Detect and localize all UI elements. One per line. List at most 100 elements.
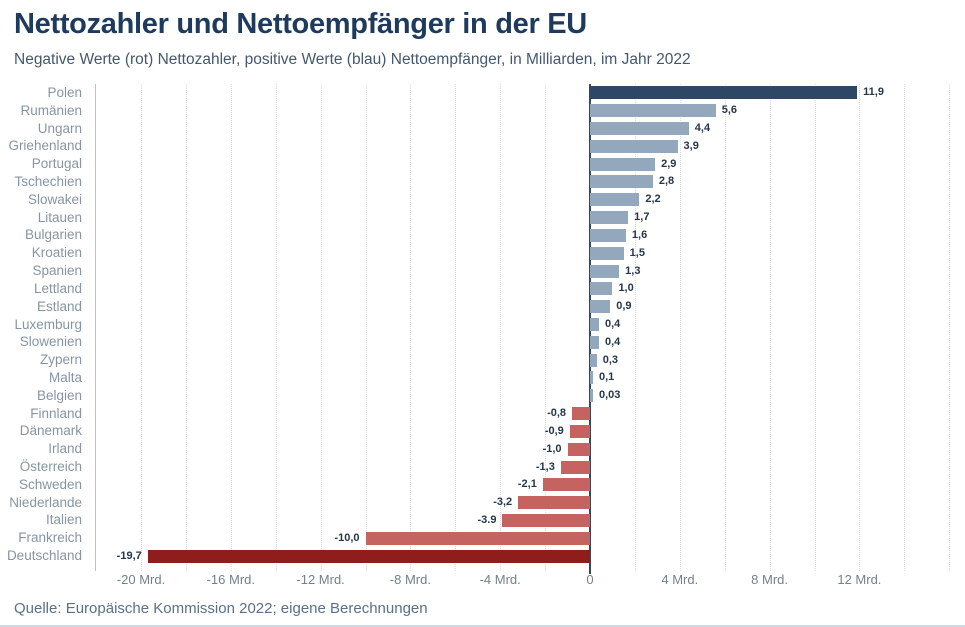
country-label: Malta: [48, 369, 82, 385]
country-label: Slowakei: [27, 191, 82, 207]
bar-griehenland: [590, 139, 678, 153]
bar-estland: [590, 300, 611, 314]
source-text: Quelle: Europäische Kommission 2022; eig…: [14, 600, 428, 617]
bar-lettland: [590, 282, 613, 296]
bar-spanien: [590, 264, 620, 278]
country-label: Schweden: [18, 476, 82, 492]
gridline: [275, 84, 277, 571]
value-label: 0,03: [599, 389, 621, 402]
bar-slowakei: [590, 193, 640, 207]
country-label: Irland: [48, 441, 82, 457]
bar-dänemark: [569, 424, 590, 438]
bar-polen: [590, 86, 858, 100]
value-label: 0,9: [616, 300, 632, 313]
gridline: [769, 84, 771, 571]
country-label: Kroatien: [31, 245, 82, 261]
gridline: [814, 84, 816, 571]
value-label: -2,1: [517, 478, 537, 491]
value-label: 4,4: [694, 122, 711, 135]
bar-niederlande: [518, 496, 590, 510]
value-label: 1,5: [629, 246, 645, 259]
bar-litauen: [590, 211, 629, 225]
gridline: [634, 84, 636, 571]
country-label: Portugal: [31, 156, 82, 172]
gridline: [141, 84, 142, 571]
bar-österreich: [560, 460, 590, 474]
country-label: Estland: [36, 298, 82, 314]
value-label: -0,8: [547, 407, 567, 420]
value-label: 1,0: [618, 282, 634, 295]
value-label: 2,9: [661, 157, 677, 170]
bar-frankreich: [365, 531, 590, 545]
bar-deutschland: [147, 549, 590, 563]
value-label: 11,9: [863, 86, 884, 99]
x-tick-label: -16 Mrd.: [206, 572, 255, 587]
country-label: Rumänien: [20, 102, 82, 118]
y-axis-labels: Polen Rumänien Ungarn Griehenland Portugal Ts…: [0, 84, 86, 565]
bar-bulgarien: [590, 228, 626, 242]
gridline: [365, 84, 367, 571]
country-label: Belgien: [36, 387, 82, 403]
bar-irland: [567, 442, 590, 456]
value-label: 1,7: [634, 211, 650, 224]
country-label: Italien: [45, 512, 82, 528]
country-label: Deutschland: [6, 548, 82, 564]
bar-tschechien: [590, 175, 653, 189]
gridline: [859, 84, 861, 571]
country-label: Griehenland: [8, 138, 82, 154]
value-label: 5,6: [721, 104, 738, 117]
country-label: Litauen: [37, 209, 82, 225]
value-label: 1,3: [625, 264, 641, 277]
bottom-divider: [0, 625, 965, 627]
gridline: [320, 84, 322, 571]
value-label: 2,2: [645, 193, 661, 206]
y-axis-line: [95, 84, 96, 571]
x-tick-label: 12 Mrd.: [837, 572, 882, 587]
gridline: [185, 84, 187, 571]
gridline: [545, 84, 547, 571]
plot-area: 11,9 5,6 4,4 3,9 2,9 2,8 2,2 1,7 1,6 1,5 1,3 1,0 0,9…: [95, 84, 960, 574]
value-label: -10,0: [334, 531, 360, 544]
bar-zypern: [590, 353, 597, 367]
bar-rumänien: [590, 104, 716, 118]
x-tick-label: -8 Mrd.: [389, 572, 431, 587]
gridline: [679, 84, 681, 571]
country-label: Polen: [47, 84, 82, 100]
country-label: Ungarn: [37, 120, 82, 136]
x-tick-label: -12 Mrd.: [296, 572, 345, 587]
value-label: 0,4: [604, 318, 621, 330]
bar-ungarn: [590, 122, 689, 136]
x-tick-label: 0: [586, 572, 594, 587]
bar-malta: [590, 371, 593, 385]
value-label: 3,9: [683, 139, 699, 152]
value-label: -0,9: [544, 424, 564, 437]
value-label: 0,4: [604, 335, 621, 348]
country-label: Bulgarien: [24, 227, 82, 243]
chart-subtitle: Negative Werte (rot) Nettozahler, positi…: [14, 51, 691, 68]
value-label: 2,8: [658, 175, 675, 188]
x-tick-label: -4 Mrd.: [479, 572, 521, 587]
value-label: -3,2: [493, 496, 513, 509]
country-label: Niederlande: [9, 494, 82, 510]
bar-slowenien: [590, 335, 599, 349]
country-label: Finnland: [30, 405, 82, 421]
x-axis-labels: -20 Mrd. -16 Mrd. -12 Mrd. -8 Mrd. -4 Mrd. 0 4…: [95, 572, 960, 590]
country-label: Zypern: [39, 352, 82, 368]
gridline: [904, 84, 906, 571]
value-label: -1,0: [542, 442, 562, 455]
gridline: [724, 84, 726, 571]
x-tick-label: -20 Mrd.: [116, 572, 166, 587]
country-label: Slowenien: [19, 334, 82, 350]
bar-belgien: [590, 389, 593, 403]
value-label: 1,6: [631, 228, 648, 241]
value-label: 0,3: [602, 353, 619, 366]
bar-italien: [502, 513, 590, 527]
bar-schweden: [542, 478, 590, 492]
gridline: [410, 84, 412, 571]
country-label: Österreich: [19, 459, 82, 475]
x-tick-label: 8 Mrd.: [751, 572, 789, 587]
x-tick-label: 4 Mrd.: [661, 572, 699, 587]
country-label: Lettland: [33, 280, 82, 296]
bar-luxemburg: [590, 318, 599, 331]
